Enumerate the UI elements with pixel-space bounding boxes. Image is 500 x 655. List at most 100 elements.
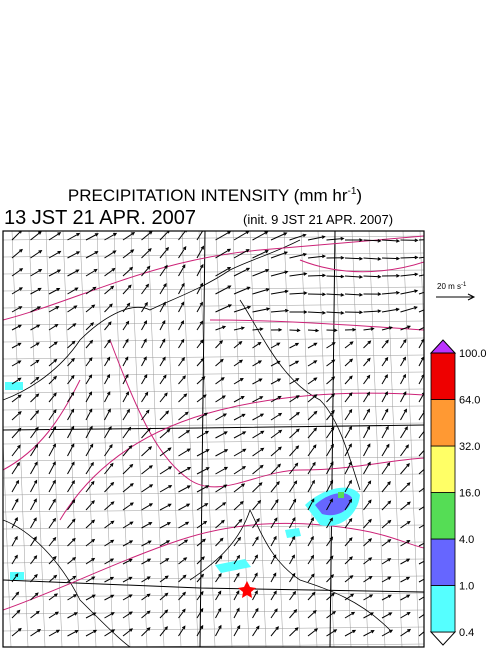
wind-vector <box>197 504 207 510</box>
wind-vector <box>401 613 410 618</box>
wind-vector <box>86 558 94 564</box>
wind-vector <box>68 252 80 258</box>
wind-vector <box>105 409 111 420</box>
wind-vector <box>68 631 78 636</box>
wind-vector <box>179 468 191 474</box>
wind-vector <box>308 593 315 600</box>
wind-vector <box>345 258 362 259</box>
wind-vector <box>253 466 263 474</box>
wind-vector <box>364 462 371 474</box>
grid-line <box>3 525 424 529</box>
wind-vector <box>31 411 39 420</box>
wind-arrowhead <box>433 255 436 258</box>
wind-arrowhead <box>425 325 428 327</box>
wind-vector <box>197 340 203 348</box>
wind-vector <box>142 284 149 294</box>
wind-vector <box>364 444 370 456</box>
wind-vector <box>31 360 39 366</box>
valid-time: 13 JST 21 APR. 2007 <box>4 207 196 229</box>
wind-vector <box>31 518 37 528</box>
wind-vector <box>364 631 374 636</box>
wind-vector <box>68 288 78 294</box>
wind-vector <box>382 501 390 510</box>
colorbar-label: 64.0 <box>459 395 480 407</box>
colorbar-segment <box>431 446 455 493</box>
wind-vector <box>142 523 152 528</box>
wind-vector <box>419 577 428 582</box>
wind-vector <box>179 593 186 600</box>
wind-vector <box>31 232 42 240</box>
wind-vector <box>308 611 316 618</box>
wind-vector <box>401 630 411 636</box>
map-frame <box>3 231 424 647</box>
wind-vector <box>364 258 381 259</box>
wind-vector <box>327 312 344 313</box>
wind-vector <box>86 358 92 366</box>
wind-vector <box>105 269 115 276</box>
wind-vector <box>234 250 249 258</box>
wind-arrowhead <box>425 629 428 632</box>
wind-vector <box>12 412 21 420</box>
wind-vector <box>86 270 97 276</box>
wind-vector <box>364 427 370 438</box>
wind-vector <box>364 409 370 420</box>
wind-vector <box>86 287 96 294</box>
wind-arrowhead <box>426 484 429 487</box>
grid-line <box>369 231 385 647</box>
precipitation-area <box>338 492 344 498</box>
wind-vector <box>179 247 186 258</box>
wind-vector <box>345 410 352 420</box>
grid-line <box>3 372 424 376</box>
wind-vector <box>234 626 240 636</box>
wind-vector <box>179 540 188 546</box>
wind-vector <box>49 410 56 420</box>
wind-vector <box>216 538 223 546</box>
wind-vector <box>364 520 372 528</box>
wind-vector <box>142 410 149 420</box>
wind-vector <box>68 306 77 312</box>
wind-vector <box>364 341 371 348</box>
wind-vector <box>253 626 259 636</box>
colorbar-segment <box>431 353 455 400</box>
wind-vector <box>179 504 190 510</box>
wind-vector <box>234 449 246 456</box>
wind-vector <box>382 482 390 492</box>
wind-vector <box>123 465 132 474</box>
grid-line <box>80 231 96 647</box>
wind-vector <box>234 467 245 474</box>
wind-vector <box>419 428 427 438</box>
colorbar-segment <box>431 493 455 540</box>
wind-vector <box>401 409 407 420</box>
wind-arrowhead <box>426 465 429 468</box>
wind-vector <box>86 252 98 258</box>
wind-vector <box>49 462 55 474</box>
wind-vector <box>216 341 223 348</box>
wind-vector <box>345 538 352 546</box>
wind-vector <box>197 395 206 402</box>
wind-vector <box>253 537 259 546</box>
wind-vector <box>327 294 344 295</box>
grid-line <box>3 423 424 427</box>
grid-line <box>216 231 232 647</box>
wind-vector <box>31 611 39 618</box>
wind-vector <box>345 294 362 295</box>
wind-vector <box>86 427 92 438</box>
wind-vector <box>179 284 185 294</box>
wind-vector <box>234 342 242 348</box>
wind-vector <box>68 393 74 402</box>
pressure-contour <box>3 380 80 470</box>
wind-vector <box>160 411 168 420</box>
wind-vector <box>105 304 113 312</box>
colorbar-label: 16.0 <box>459 488 480 500</box>
wind-vector <box>382 445 389 456</box>
wind-vector <box>216 232 231 240</box>
wind-vector <box>197 284 203 294</box>
wind-arrowhead <box>425 559 428 561</box>
wind-vector <box>197 486 208 492</box>
wind-vector <box>68 341 75 348</box>
wind-vector <box>68 444 74 456</box>
wind-vector <box>12 499 18 510</box>
wind-vector <box>345 427 351 438</box>
colorbar-label: 100.0 <box>459 348 487 360</box>
